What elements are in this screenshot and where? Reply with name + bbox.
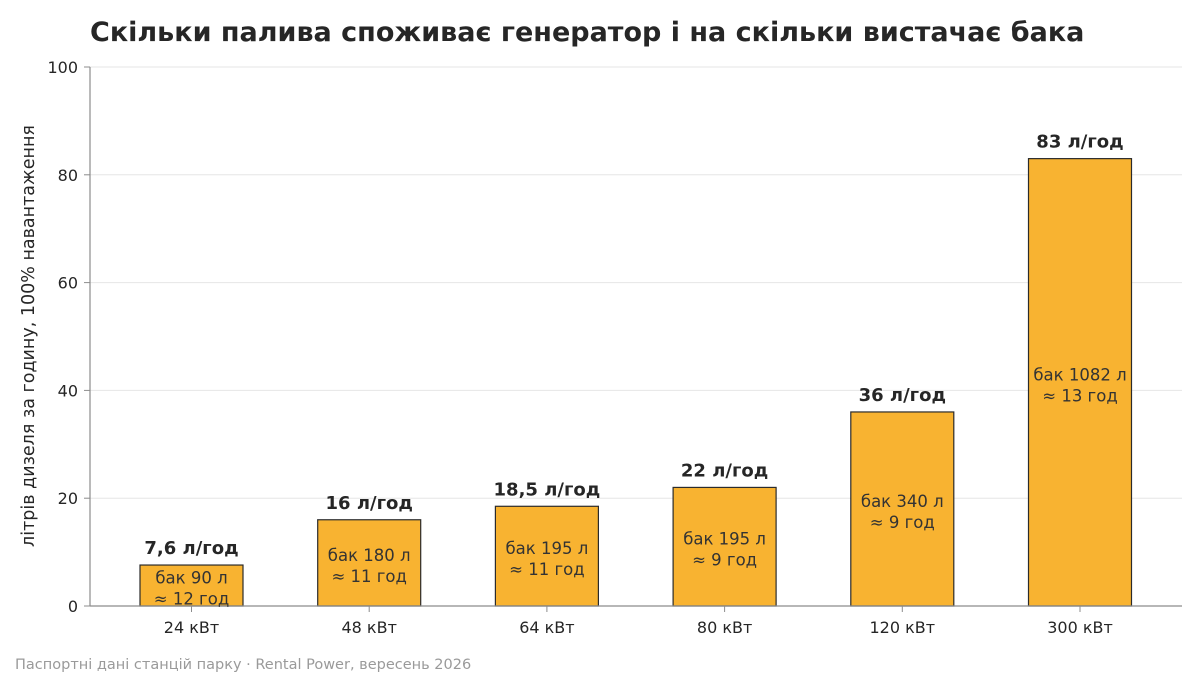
y-ticks: 0 20 40 60 80 100 [47,58,90,616]
bar [850,411,955,607]
bar [494,505,599,607]
y-tick-label: 60 [58,274,78,293]
y-tick-label: 80 [58,166,78,185]
x-tick-label: 64 кВт [519,618,574,637]
bar [1027,158,1133,607]
y-tick-label: 20 [58,489,78,508]
bar-tank-label: бак 90 л [155,569,227,588]
grid-lines [90,66,1182,499]
bar-tank-label: бак 195 л [506,539,589,558]
y-axis-label: літрів дизеля за годину, 100% навантажен… [19,125,39,547]
bar-runtime-label: ≈ 13 год [1042,386,1117,405]
bar-tank-label: бак 180 л [328,546,411,565]
bar-runtime-label: ≈ 11 год [331,567,406,586]
bar-tank-label: бак 1082 л [1033,365,1126,384]
bar-tank-label: бак 340 л [861,492,944,511]
bar [672,486,777,607]
x-tick-label: 120 кВт [870,618,936,637]
bar-runtime-label: ≈ 11 год [509,560,584,579]
x-tick-label: 24 кВт [164,618,219,637]
bar-value-label: 22 л/год [681,460,768,481]
x-tick-label: 48 кВт [341,618,396,637]
x-tick-label: 80 кВт [697,618,752,637]
source-note: Паспортні дані станцій парку · Rental Po… [15,657,471,673]
y-tick-label: 0 [68,597,78,616]
bar-runtime-label: ≈ 9 год [870,513,935,532]
bar-runtime-label: ≈ 9 год [692,551,757,570]
x-ticks: 24 кВт 48 кВт 64 кВт 80 кВт 120 кВт 300 кВт [164,606,1113,637]
bar-value-label: 18,5 л/год [494,479,601,500]
y-tick-label: 100 [47,58,78,77]
bar-tank-label: бак 195 л [683,530,766,549]
bar-labels: 7,6 л/год бак 90 л ≈ 12 год 16 л/год бак 180… [144,132,1126,609]
chart-title: Скільки палива споживає генератор і на с… [90,17,1084,48]
bar-runtime-label: ≈ 12 год [154,590,229,609]
x-tick-label: 300 кВт [1047,618,1113,637]
bar-value-label: 7,6 л/год [144,538,238,559]
bar [139,564,244,607]
bar-value-label: 83 л/год [1036,132,1123,153]
y-tick-label: 40 [58,381,78,400]
bar-value-label: 16 л/год [326,493,413,514]
bars [139,158,1133,607]
bar-value-label: 36 л/год [859,385,946,406]
